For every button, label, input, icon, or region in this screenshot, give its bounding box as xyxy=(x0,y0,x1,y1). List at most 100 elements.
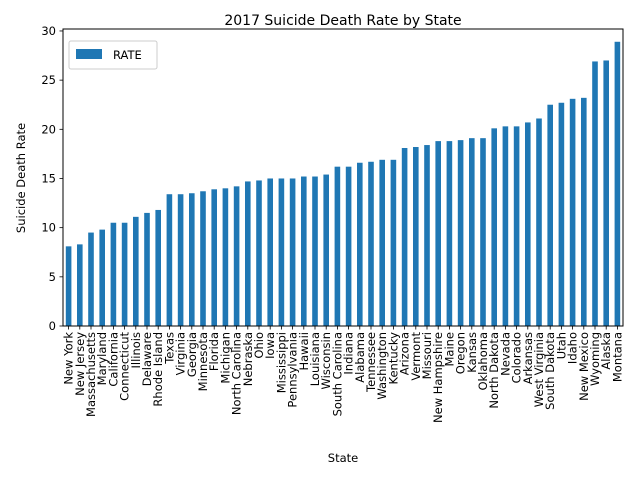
bar-idaho xyxy=(569,98,576,326)
bar-mississippi xyxy=(278,178,285,326)
x-tick-label: Maryland xyxy=(95,332,109,385)
x-tick-label: New Mexico xyxy=(577,332,591,401)
x-tick-label: Florida xyxy=(207,332,221,371)
x-tick-label: Delaware xyxy=(140,332,154,386)
bar-maine xyxy=(446,141,453,326)
y-axis-ticks: 0 5 10 15 20 25 30 xyxy=(41,24,63,333)
bar-ohio xyxy=(256,180,262,326)
x-tick-label: Nevada xyxy=(498,332,512,376)
bar-colorado xyxy=(513,126,520,326)
bar-new-mexico xyxy=(581,97,587,326)
bar-virginia xyxy=(177,194,184,326)
x-tick-label: Mississippi xyxy=(274,332,288,393)
x-tick-label: Texas xyxy=(162,332,176,365)
bar-nevada xyxy=(502,126,509,326)
bar-delaware xyxy=(144,212,150,326)
x-tick-label: Idaho xyxy=(566,332,580,364)
bar-montana xyxy=(614,41,621,326)
x-tick-label: Arizona xyxy=(398,332,412,375)
bar-north-carolina xyxy=(233,186,240,326)
bar-arizona xyxy=(401,148,408,326)
bar-california xyxy=(110,222,117,326)
x-tick-label: Virginia xyxy=(174,332,188,375)
bar-maryland xyxy=(99,229,105,326)
bar-kentucky xyxy=(390,159,397,326)
x-tick-label: Washington xyxy=(375,332,389,400)
y-axis-label: Suicide Death Rate xyxy=(14,123,28,233)
bar-illinois xyxy=(133,216,139,326)
x-tick-label: South Carolina xyxy=(330,332,344,416)
legend: RATE xyxy=(68,40,158,70)
bar-texas xyxy=(166,194,173,326)
y-tick-label: 0 xyxy=(49,319,56,333)
y-tick-label: 20 xyxy=(41,122,56,136)
bar-wisconsin xyxy=(323,174,329,326)
x-tick-label: Tennessee xyxy=(364,332,378,393)
x-tick-label: Arkansas xyxy=(521,332,535,384)
bar-vermont xyxy=(413,147,419,326)
x-tick-label: Pennsylvania xyxy=(286,332,300,408)
x-tick-label: Missouri xyxy=(420,332,434,379)
bar-alabama xyxy=(357,162,363,326)
x-tick-label: Kentucky xyxy=(386,332,400,385)
y-tick-label: 5 xyxy=(49,270,56,284)
bar-oklahoma xyxy=(480,138,486,326)
x-axis-label: State xyxy=(328,451,358,465)
bar-iowa xyxy=(267,178,273,326)
x-tick-label: Wisconsin xyxy=(319,332,333,389)
x-tick-label: Illinois xyxy=(129,332,143,369)
bar-wyoming xyxy=(592,61,598,326)
legend-swatch xyxy=(76,49,102,59)
legend-box xyxy=(68,40,158,70)
bar-north-dakota xyxy=(491,128,497,326)
x-tick-label: Alabama xyxy=(353,332,367,383)
bar-georgia xyxy=(189,193,195,326)
bar-minnesota xyxy=(200,191,206,326)
x-tick-label: Louisiana xyxy=(308,332,322,386)
x-tick-label: Iowa xyxy=(263,332,277,359)
x-tick-label: Massachusetts xyxy=(84,332,98,417)
bar-connecticut xyxy=(121,222,128,326)
bar-missouri xyxy=(424,145,430,326)
bar-massachusetts xyxy=(88,232,94,326)
bar-oregon xyxy=(457,140,464,326)
x-tick-label: North Dakota xyxy=(487,332,501,409)
x-tick-label: Vermont xyxy=(409,332,423,381)
y-tick-label: 15 xyxy=(41,171,56,185)
x-tick-label: Utah xyxy=(554,332,568,359)
legend-label: RATE xyxy=(113,48,142,62)
bar-utah xyxy=(558,102,565,326)
x-tick-label: New Hampshire xyxy=(431,332,445,423)
x-tick-label: North Carolina xyxy=(230,332,244,415)
chart-title: 2017 Suicide Death Rate by State xyxy=(224,13,461,29)
x-tick-label: Nebraska xyxy=(241,332,255,386)
x-tick-label: Montana xyxy=(610,332,624,382)
y-tick-label: 10 xyxy=(41,221,56,235)
x-tick-label: New Jersey xyxy=(73,332,87,396)
x-tick-label: Kansas xyxy=(465,332,479,373)
bar-florida xyxy=(211,189,217,326)
bar-kansas xyxy=(469,138,475,326)
bar-south-carolina xyxy=(334,166,341,326)
bar-rhode-island xyxy=(155,209,161,326)
bar-new-jersey xyxy=(77,244,83,326)
bars-group xyxy=(65,41,621,327)
x-tick-label: South Dakota xyxy=(543,332,557,410)
bar-south-dakota xyxy=(547,104,553,326)
x-tick-label: Oklahoma xyxy=(476,332,490,391)
bar-alaska xyxy=(603,60,609,326)
x-tick-label: Alaska xyxy=(599,332,613,370)
x-tick-label: Ohio xyxy=(252,332,266,359)
bar-washington xyxy=(379,159,385,326)
bar-louisiana xyxy=(312,176,318,326)
x-tick-label: Georgia xyxy=(185,332,199,377)
bar-michigan xyxy=(222,188,229,326)
bar-hawaii xyxy=(301,176,307,326)
bar-arkansas xyxy=(525,122,531,327)
x-tick-label: Michigan xyxy=(218,332,232,384)
x-tick-label: Connecticut xyxy=(118,332,132,401)
bar-new-york xyxy=(65,246,72,326)
bar-tennessee xyxy=(368,161,374,326)
